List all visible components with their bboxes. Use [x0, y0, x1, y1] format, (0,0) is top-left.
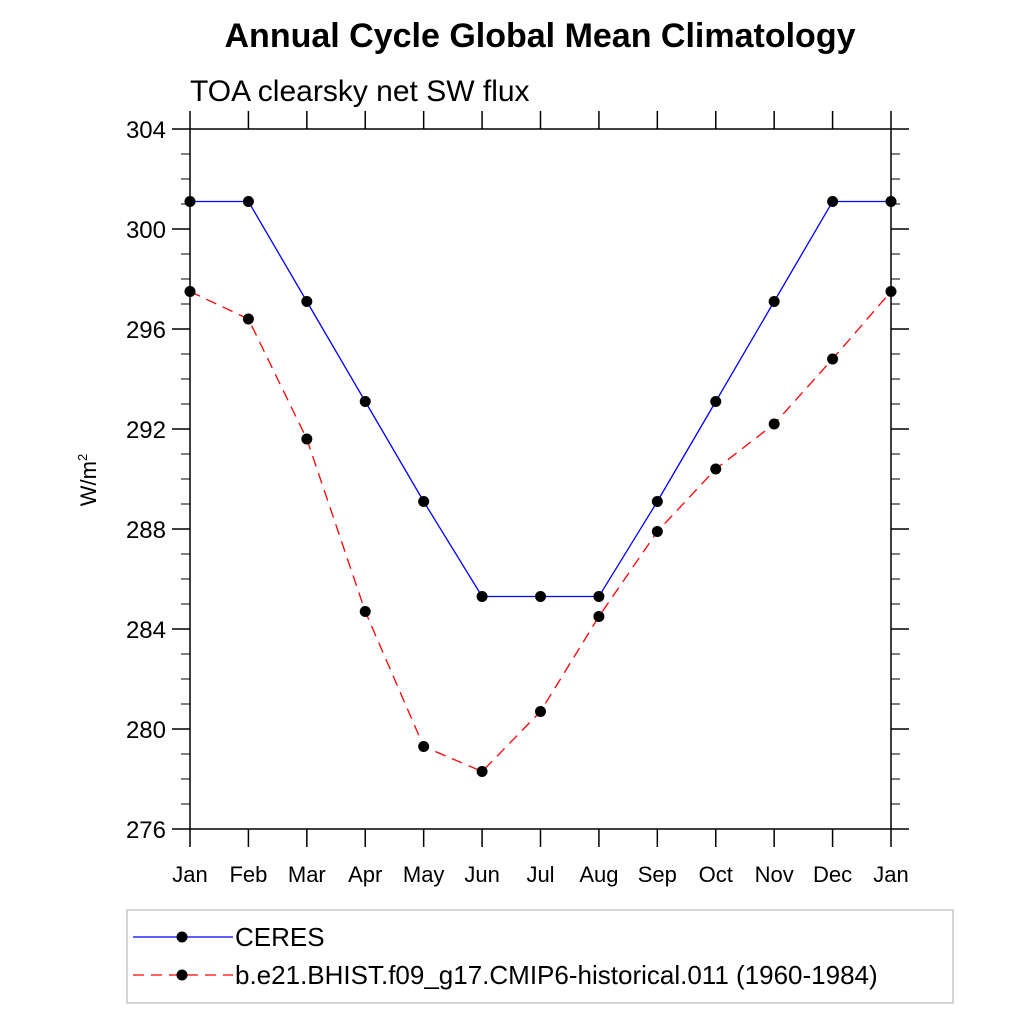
data-point-series-0: [359, 396, 371, 407]
data-point-series-1: [768, 418, 780, 430]
data-point-series-1: [535, 706, 546, 717]
x-tick-label: Apr: [348, 862, 382, 887]
x-tick-label: Dec: [813, 862, 852, 887]
data-point-series-1: [476, 766, 488, 777]
x-tick-labels: Jan Feb Mar Apr May Jun Jul Aug Sep Oct Nov Dec Jan: [172, 862, 908, 887]
axis-ticks: [172, 111, 909, 847]
chart-title: Annual Cycle Global Mean Climatology: [225, 17, 856, 55]
y-tick-labels: 276 280 284 288 292 296 300 304: [126, 117, 166, 844]
data-point-series-1: [651, 526, 663, 537]
x-tick-label: May: [403, 862, 445, 887]
x-tick-label: Nov: [755, 862, 794, 887]
x-tick-label: Jan: [873, 862, 908, 887]
x-tick-label: Jun: [464, 862, 499, 887]
series-lines: [189, 200, 892, 773]
legend-marker-0: [176, 931, 188, 943]
y-axis-label: W/m2: [75, 454, 101, 506]
y-tick-label: 284: [126, 617, 166, 644]
data-point-series-1: [301, 433, 313, 445]
legend-label-0: CERES: [235, 922, 325, 952]
data-point-series-1: [885, 286, 897, 297]
svg-text:W/m2: W/m2: [75, 454, 101, 506]
legend-label-1: b.e21.BHIST.f09_g17.CMIP6-historical.011…: [235, 960, 878, 990]
data-point-series-1: [242, 313, 254, 325]
legend-marker-1: [176, 969, 188, 981]
data-point-series-0: [768, 296, 780, 307]
data-point-series-0: [827, 196, 839, 207]
data-point-series-0: [184, 196, 196, 207]
series-line-0: [190, 200, 891, 598]
chart-subtitle: TOA clearsky net SW flux: [190, 75, 530, 108]
data-point-series-0: [710, 396, 722, 407]
data-point-series-0: [593, 591, 605, 602]
y-tick-label: 296: [126, 317, 166, 344]
data-point-series-0: [476, 591, 488, 602]
data-point-series-1: [593, 611, 605, 622]
data-point-series-0: [242, 196, 254, 207]
legend-box: [126, 909, 954, 1004]
x-tick-label: Feb: [229, 862, 267, 887]
y-tick-label: 300: [126, 217, 166, 244]
y-axis-label-superscript: 2: [75, 454, 90, 461]
x-tick-label: Jan: [172, 862, 207, 887]
x-tick-label: Jul: [526, 862, 554, 887]
data-point-series-1: [359, 606, 371, 617]
y-tick-label: 288: [126, 517, 166, 544]
data-point-series-0: [301, 296, 313, 307]
x-tick-label: Mar: [288, 862, 326, 887]
series-line-1: [189, 290, 892, 773]
y-tick-label: 292: [126, 417, 166, 444]
data-point-series-0: [885, 196, 897, 207]
legend: CERES b.e21.BHIST.f09_g17.CMIP6-historica…: [133, 922, 878, 990]
data-point-series-1: [827, 353, 839, 365]
plot-frame: [189, 128, 892, 830]
x-tick-label: Oct: [699, 862, 733, 887]
y-tick-label: 304: [126, 117, 166, 144]
y-axis-label-text: W/m: [76, 461, 101, 506]
data-point-series-0: [651, 496, 663, 507]
data-point-series-1: [184, 286, 196, 297]
data-point-series-0: [535, 591, 546, 602]
y-tick-label: 280: [126, 717, 166, 744]
data-point-series-0: [418, 496, 430, 507]
series-markers: [184, 196, 897, 777]
data-point-series-1: [418, 741, 430, 752]
y-tick-label: 276: [126, 817, 166, 844]
x-tick-label: Sep: [638, 862, 677, 887]
x-tick-label: Aug: [579, 862, 618, 887]
data-point-series-1: [710, 463, 722, 475]
